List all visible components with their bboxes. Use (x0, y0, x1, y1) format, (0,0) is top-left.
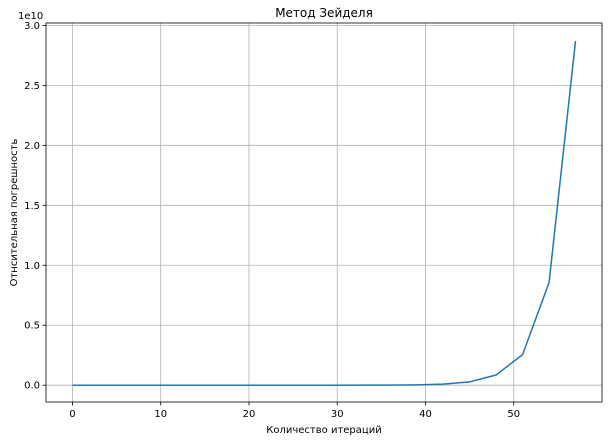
y-tick-label: 0.5 (24, 321, 40, 332)
y-tick-label: 2.0 (24, 141, 40, 152)
x-tick-label: 40 (419, 409, 432, 420)
grid (46, 23, 602, 402)
y-tick-label: 0.0 (24, 381, 40, 392)
y-tick-label: 1.5 (24, 201, 40, 212)
x-tick-label: 10 (154, 409, 167, 420)
plot-frame (45, 22, 603, 403)
series-line (72, 40, 577, 386)
ticks: 0 10 20 30 40 50 0.0 0.5 1.0 1.5 2.0 2.5 3.0 (24, 21, 520, 420)
y-tick-label: 1.0 (24, 261, 40, 272)
y-tick-label: 2.5 (24, 81, 40, 92)
y-axis-offset-text: 1e10 (18, 11, 43, 22)
x-axis-label: Количество итераций (266, 425, 381, 436)
x-tick-label: 20 (243, 409, 256, 420)
x-tick-label: 50 (507, 409, 520, 420)
y-tick-label: 3.0 (24, 21, 40, 32)
series-layer (72, 40, 577, 386)
x-tick-label: 30 (331, 409, 344, 420)
chart-title: Метод Зейделя (275, 6, 373, 20)
y-axis-label: Отнсительная погрешность (9, 139, 20, 287)
x-tick-label: 0 (69, 409, 75, 420)
